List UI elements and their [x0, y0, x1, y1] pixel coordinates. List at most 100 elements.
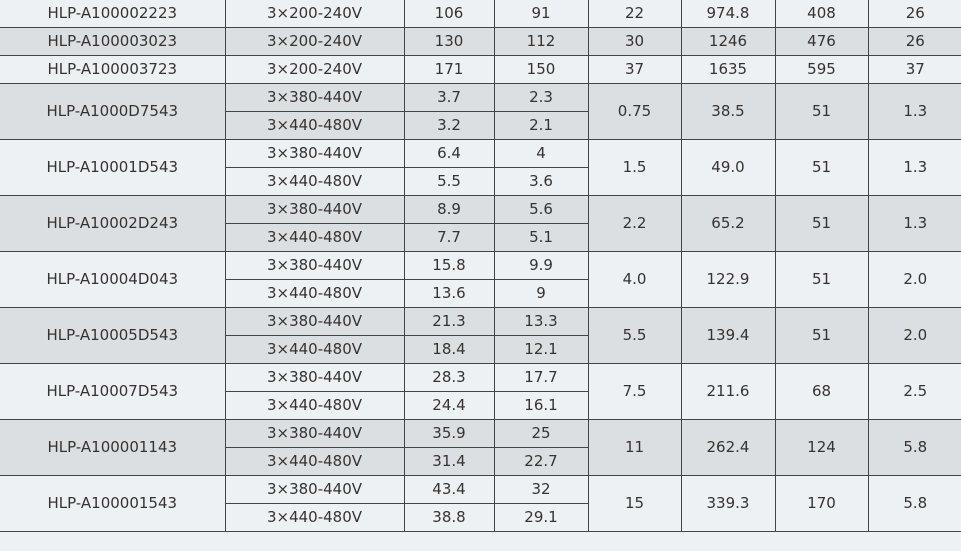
table-cell: 91 [493, 0, 589, 28]
table-cell: 1.3 [867, 83, 961, 140]
table-cell: 3×200-240V [224, 27, 405, 56]
table-cell: 25 [493, 419, 589, 448]
table-cell: 3×380-440V [224, 195, 405, 224]
table-cell: 3.6 [493, 167, 589, 196]
table-cell: 170 [774, 475, 869, 532]
table-cell: 15.8 [403, 251, 495, 280]
table-cell: 3×440-480V [224, 503, 405, 532]
table-cell: 3×380-440V [224, 139, 405, 168]
table-cell: 18.4 [403, 335, 495, 364]
table-cell: 150 [493, 55, 589, 84]
table-cell: HLP-A100003023 [0, 27, 226, 56]
table-cell: 3×200-240V [224, 55, 405, 84]
table-cell: HLP-A100003723 [0, 55, 226, 84]
table-cell: 51 [774, 195, 869, 252]
table-cell: 2.5 [867, 363, 961, 420]
table-row: HLP-A100003723 3×200-240V 171 150 37 1635 595 3… [0, 55, 961, 84]
table-cell: 30 [587, 27, 682, 56]
table-row: HLP-A10004D043 3×380-440V 15.8 9.9 4.0 122.9 5… [0, 251, 961, 308]
table-cell: 2.3 [493, 83, 589, 112]
table-cell: 5.5 [403, 167, 495, 196]
table-cell: 37 [867, 55, 961, 84]
table-cell: 1.3 [867, 195, 961, 252]
table-cell: 26 [867, 27, 961, 56]
table-cell: 124 [774, 419, 869, 476]
table-cell: 22 [587, 0, 682, 28]
table-cell: HLP-A10002D243 [0, 195, 226, 252]
table-cell: 2.1 [493, 111, 589, 140]
table-cell: 3×380-440V [224, 251, 405, 280]
table-cell: 5.1 [493, 223, 589, 252]
table-cell: HLP-A100001143 [0, 419, 226, 476]
table-cell: HLP-A10005D543 [0, 307, 226, 364]
table-cell: 38.5 [680, 83, 776, 140]
table-cell: 15 [587, 475, 682, 532]
table-cell: 26 [867, 0, 961, 28]
table-cell: 3×440-480V [224, 111, 405, 140]
table-cell: 37 [587, 55, 682, 84]
table-row: 3×440-480V 3.2 2.1 [0, 111, 961, 140]
table-row: 3×440-480V 31.4 22.7 [0, 447, 961, 476]
table-cell: 12.1 [493, 335, 589, 364]
table-cell: 9.9 [493, 251, 589, 280]
table-cell: 5.5 [587, 307, 682, 364]
table-cell: 5.8 [867, 475, 961, 532]
table-row: HLP-A10002D243 3×380-440V 8.9 5.6 2.2 65.2 51 1… [0, 195, 961, 252]
table-row: HLP-A100001143 3×380-440V 35.9 25 11 262.4 124… [0, 419, 961, 476]
table-cell: 68 [774, 363, 869, 420]
table-cell: HLP-A100001543 [0, 475, 226, 532]
table-cell: HLP-A10007D543 [0, 363, 226, 420]
table-row: HLP-A100002223 3×200-240V 106 91 22 974.8 408 2… [0, 0, 961, 28]
table-cell: 6.4 [403, 139, 495, 168]
table-cell: HLP-A100002223 [0, 0, 226, 28]
table-cell: 3×440-480V [224, 167, 405, 196]
table-cell: 112 [493, 27, 589, 56]
table-cell: 3×200-240V [224, 0, 405, 28]
table-cell: 2.2 [587, 195, 682, 252]
table-cell: 31.4 [403, 447, 495, 476]
table-cell: 65.2 [680, 195, 776, 252]
table-cell: 32 [493, 475, 589, 504]
table-cell: 11 [587, 419, 682, 476]
table-cell: 51 [774, 139, 869, 196]
table-cell: 28.3 [403, 363, 495, 392]
table-row: HLP-A1000D7543 3×380-440V 3.7 2.3 0.75 38.5 51… [0, 83, 961, 140]
table-cell: 4.0 [587, 251, 682, 308]
table-cell: 17.7 [493, 363, 589, 392]
table-row: HLP-A100003023 3×200-240V 130 112 30 1246 476 2… [0, 27, 961, 56]
table-row: HLP-A10005D543 3×380-440V 21.3 13.3 5.5 139.4… [0, 307, 961, 364]
table-cell: 2.0 [867, 251, 961, 308]
table-row: 3×440-480V 7.7 5.1 [0, 223, 961, 252]
table-cell: 4 [493, 139, 589, 168]
table-cell: 3.2 [403, 111, 495, 140]
table-cell: 595 [774, 55, 869, 84]
table-cell: 3×380-440V [224, 419, 405, 448]
table-row: 3×440-480V 38.8 29.1 [0, 503, 961, 532]
table-cell: 171 [403, 55, 495, 84]
table-cell: 9 [493, 279, 589, 308]
table-cell: 1.5 [587, 139, 682, 196]
table-cell: 262.4 [680, 419, 776, 476]
table-cell: 1246 [680, 27, 776, 56]
table-cell: 106 [403, 0, 495, 28]
table-cell: 5.8 [867, 419, 961, 476]
table-cell: 29.1 [493, 503, 589, 532]
table-cell: 3×380-440V [224, 307, 405, 336]
table-row: 3×440-480V 13.6 9 [0, 279, 961, 308]
table-cell: 408 [774, 0, 869, 28]
table-cell: 43.4 [403, 475, 495, 504]
table-cell: 7.5 [587, 363, 682, 420]
table-cell: 21.3 [403, 307, 495, 336]
table-cell: 139.4 [680, 307, 776, 364]
table-cell: 122.9 [680, 251, 776, 308]
table-cell: 51 [774, 83, 869, 140]
table-cell: 3×440-480V [224, 335, 405, 364]
table-cell: HLP-A1000D7543 [0, 83, 226, 140]
table-cell: 13.6 [403, 279, 495, 308]
table-cell: 3×380-440V [224, 83, 405, 112]
table-cell: 130 [403, 27, 495, 56]
table-cell: 22.7 [493, 447, 589, 476]
table-cell: 8.9 [403, 195, 495, 224]
table-cell: 24.4 [403, 391, 495, 420]
table-cell: 38.8 [403, 503, 495, 532]
